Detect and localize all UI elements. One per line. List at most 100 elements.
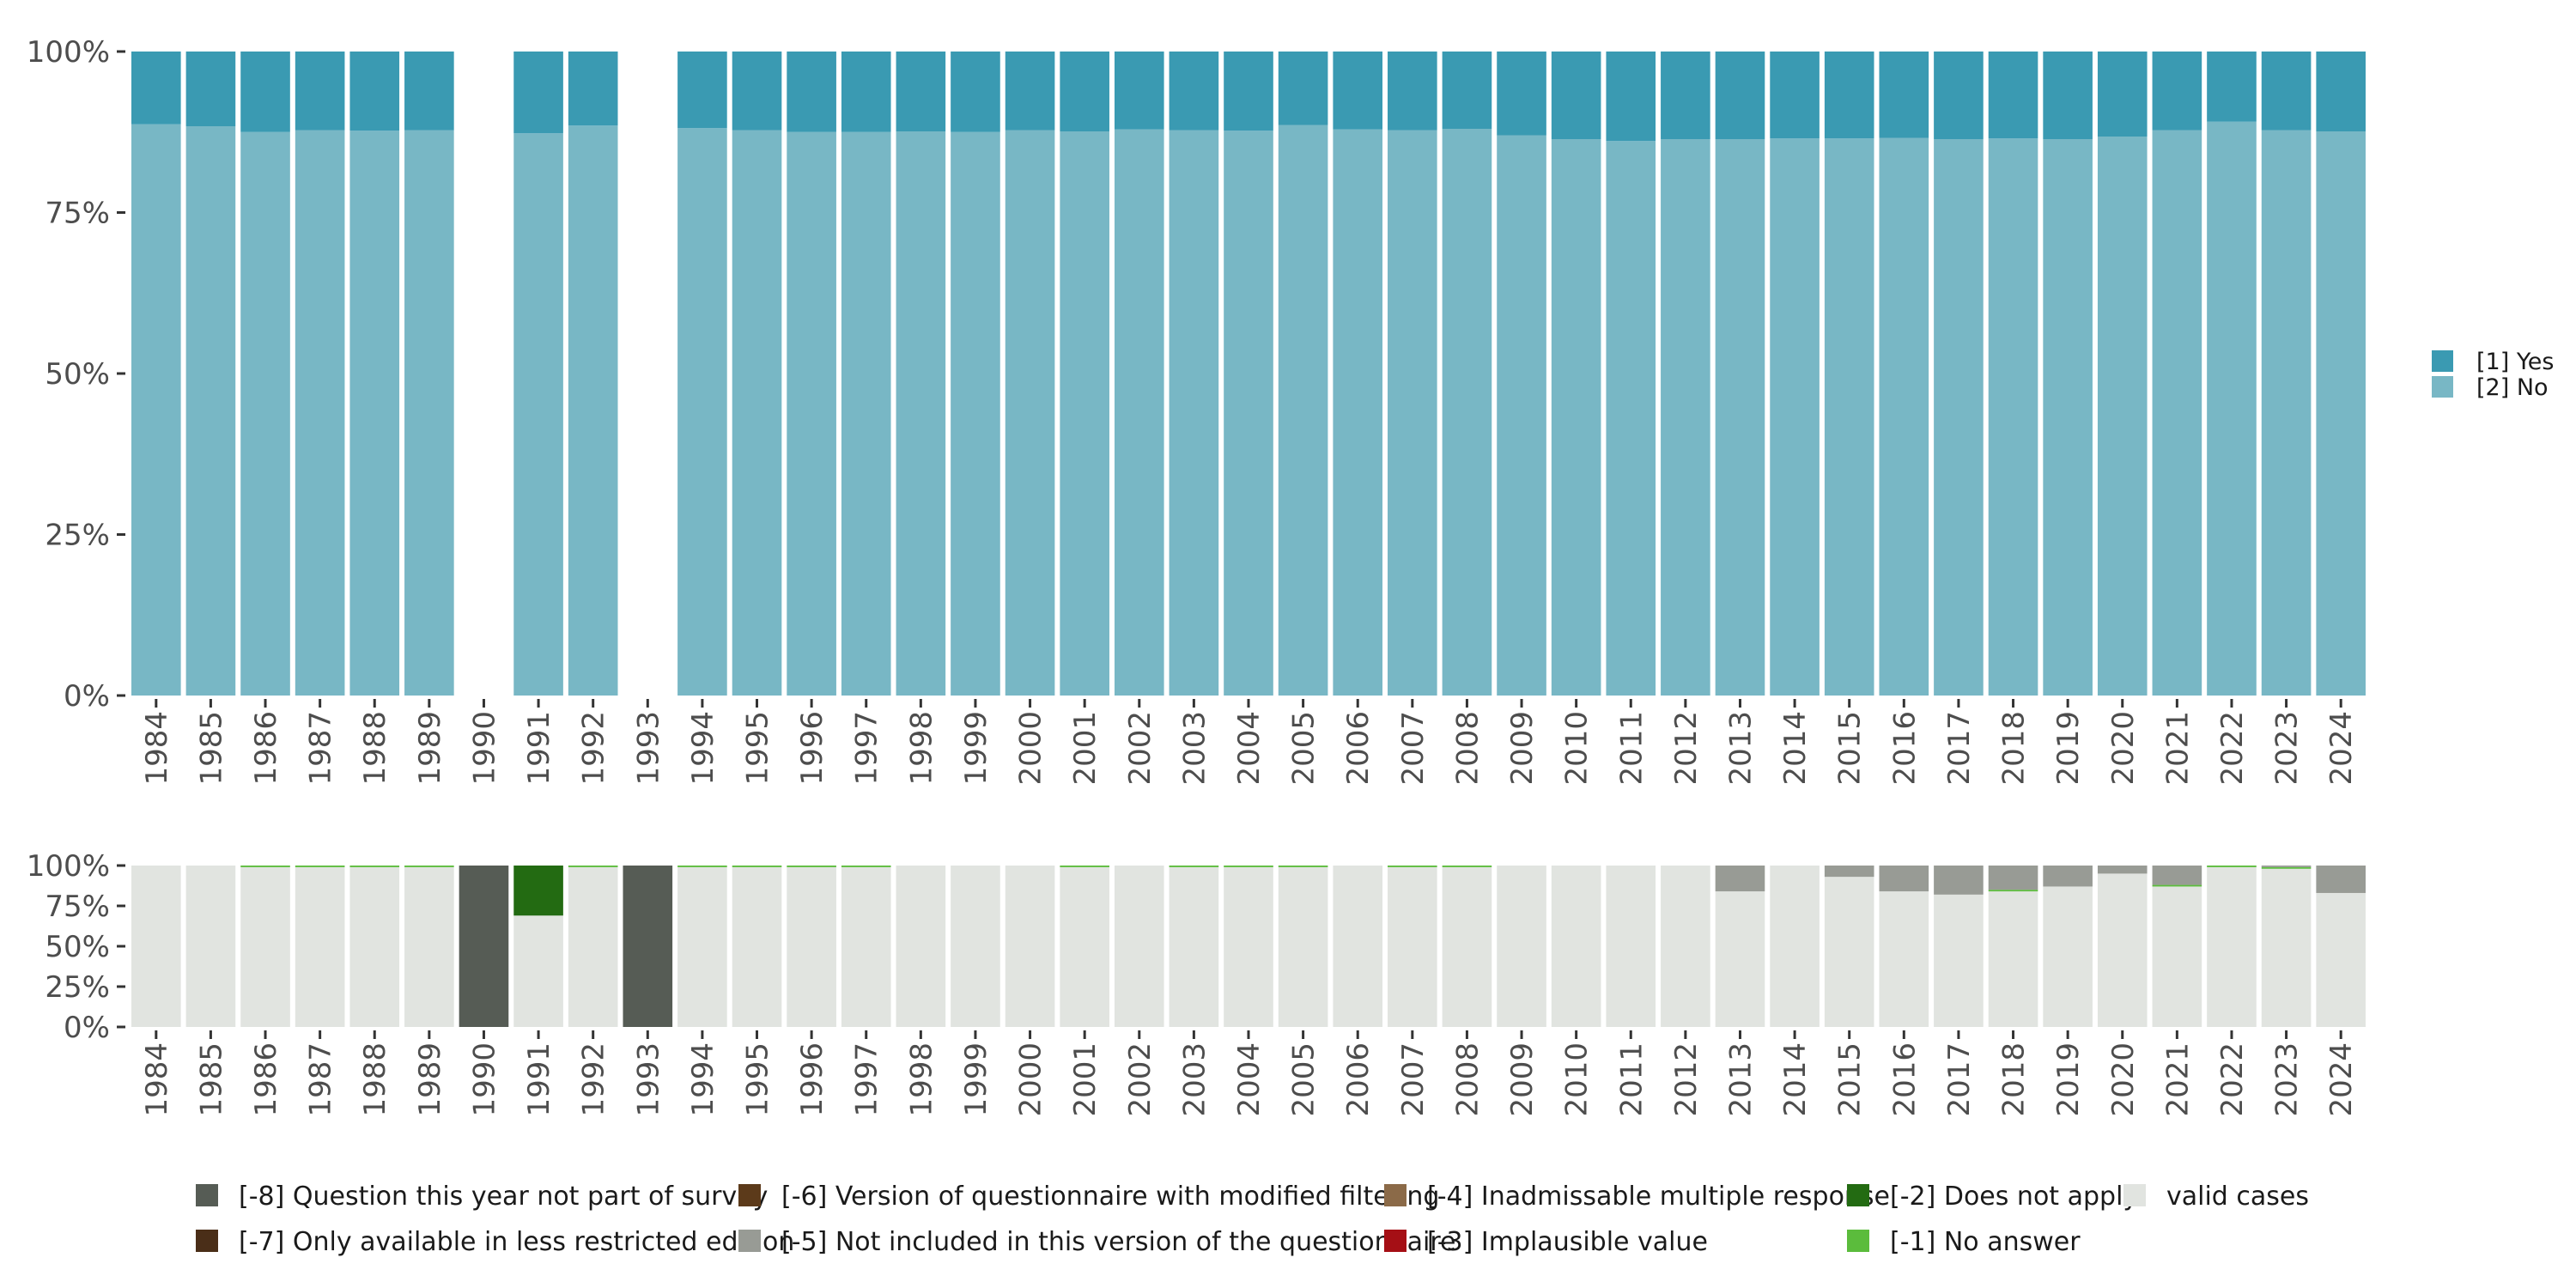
bottom-bar-1990--8-question-this-year-not-part-of-survey [459,866,509,1027]
top-x-tick-label: 2002 [1123,711,1157,786]
bottom-x-tick-label: 1993 [631,1042,665,1117]
top-bar-2000--1-yes [1005,52,1055,131]
top-x-tick-label: 2019 [2051,711,2086,786]
bottom-x-tick-label: 2006 [1341,1042,1376,1117]
top-bar-2024--2-no [2316,131,2366,696]
top-bar-1998--2-no [896,131,946,696]
top-bar-2022--1-yes [2207,52,2257,122]
bottom-bar-1991-valid-cases [513,915,563,1027]
bottom-bar-1996--1-no-answer [787,866,836,867]
top-bar-2015--1-yes [1824,52,1874,139]
bottom-x-tick-label: 2013 [1723,1042,1758,1117]
bottom-bar-1986--1-no-answer [240,866,290,867]
bottom-bar-2015--5-not-included-in-this-version-of-the-questionnaire [1824,866,1874,878]
top-bar-2001--2-no [1060,131,1109,696]
bottom-bar-1994-valid-cases [677,866,727,1027]
bottom-x-tick-label: 2021 [2160,1042,2195,1117]
bottom-bar-2004-valid-cases [1224,866,1273,1027]
top-bar-2006--2-no [1333,129,1383,696]
bottom-bar-2015-valid-cases [1824,877,1874,1027]
bottom-x-tick-label: 2007 [1396,1042,1431,1117]
bottom-bar-2017-valid-cases [1934,894,1984,1027]
top-bar-2024--1-yes [2316,52,2366,131]
top-bar-1988--1-yes [349,52,400,131]
bottom-x-tick-label: 2009 [1505,1042,1540,1117]
top-x-tick-label: 2007 [1396,711,1431,786]
bottom-x-tick-label: 2003 [1177,1042,1212,1117]
legend-label: [-8] Question this year not part of surv… [239,1182,768,1212]
bottom-bar-2018-valid-cases [1988,891,2038,1027]
bottom-x-tick-label: 2023 [2270,1042,2305,1117]
top-bar-2012--1-yes [1661,52,1710,139]
top-bar-2017--1-yes [1934,52,1984,139]
top-bar-2014--2-no [1770,138,1820,696]
legend-label: [-1] No answer [1890,1227,2081,1257]
bottom-bar-2020--5-not-included-in-this-version-of-the-questionnaire [2097,866,2148,874]
top-bar-1984--2-no [131,124,181,696]
top-bar-1994--1-yes [677,52,727,129]
top-x-tick-label: 2018 [1997,711,2032,786]
top-bar-2002--1-yes [1114,52,1164,130]
bottom-bar-2022-valid-cases [2207,866,2257,1027]
top-y-tick-label: 25% [45,519,110,553]
top-bar-1991--1-yes [513,52,563,134]
bottom-x-tick-label: 2005 [1287,1042,1321,1117]
bottom-bar-1985-valid-cases [185,866,236,1027]
top-bar-1985--1-yes [185,52,236,126]
top-bar-2002--2-no [1114,129,1164,696]
bottom-bar-2013-valid-cases [1715,891,1765,1027]
bottom-bar-1988-valid-cases [349,866,400,1027]
bottom-bar-2021--5-not-included-in-this-version-of-the-questionnaire [2152,866,2202,885]
top-x-tick-label: 2003 [1177,711,1212,786]
bottom-y-tick-label: 0% [64,1011,110,1045]
bottom-bar-1996-valid-cases [787,866,836,1027]
top-x-tick-label: 1989 [413,711,447,786]
bottom-x-tick-label: 2019 [2051,1042,2086,1117]
bottom-bar-1988--1-no-answer [349,866,400,867]
bottom-bar-2002-valid-cases [1114,866,1164,1027]
bottom-bar-2021-valid-cases [2152,886,2202,1027]
bottom-bar-2008-valid-cases [1442,866,1492,1027]
top-bar-2013--2-no [1715,139,1765,696]
top-x-tick-label: 2014 [1778,711,1813,786]
top-y-tick-label: 50% [45,357,110,392]
top-bar-1987--1-yes [295,52,345,131]
bottom-bar-2023--5-not-included-in-this-version-of-the-questionnaire [2261,866,2312,867]
top-x-tick-label: 2000 [1014,711,1048,786]
top-bar-2007--1-yes [1388,52,1437,131]
bottom-bar-2024--5-not-included-in-this-version-of-the-questionnaire [2316,866,2366,893]
bottom-bar-1986-valid-cases [240,866,290,1027]
bottom-x-tick-label: 1988 [358,1042,392,1117]
top-bar-2005--1-yes [1278,52,1328,125]
bottom-x-tick-label: 1996 [795,1042,829,1117]
legend-swatch [196,1230,218,1252]
top-x-tick-label: 2023 [2270,711,2305,786]
top-bar-1992--1-yes [568,52,618,126]
top-bar-2009--1-yes [1497,52,1546,136]
bottom-bar-1984-valid-cases [131,866,181,1027]
top-legend: [1] Yes[2] No [2432,349,2554,401]
top-bar-1998--1-yes [896,52,946,131]
top-bar-2023--2-no [2261,130,2312,696]
top-bar-2010--2-no [1551,139,1601,696]
bottom-x-tick-label: 1990 [467,1042,501,1117]
top-bar-1992--2-no [568,125,618,696]
top-bar-1996--1-yes [787,52,836,132]
bottom-x-tick-label: 1984 [140,1042,174,1117]
bottom-bar-1992--1-no-answer [568,866,618,867]
top-x-tick-label: 2020 [2106,711,2141,786]
top-x-tick-label: 2024 [2324,711,2359,786]
top-x-tick-label: 1986 [249,711,283,786]
bottom-bar-2008--1-no-answer [1442,866,1492,867]
legend-label: [-2] Does not apply [1890,1182,2138,1212]
top-bar-1996--2-no [787,131,836,696]
bottom-bar-2021--1-no-answer [2152,884,2202,887]
bottom-bar-1997--1-no-answer [841,866,891,867]
top-bar-1991--2-no [513,133,563,696]
top-bar-1985--2-no [185,126,236,696]
bottom-bar-1995--1-no-answer [732,866,782,867]
top-x-tick-label: 1998 [904,711,939,786]
bottom-y-tick-label: 50% [45,930,110,964]
bottom-x-tick-label: 1995 [741,1042,775,1117]
top-bar-2013--1-yes [1715,52,1765,139]
